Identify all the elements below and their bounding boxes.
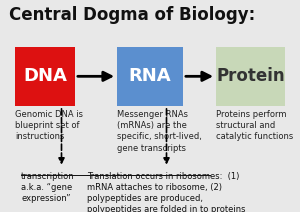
FancyBboxPatch shape [117, 47, 183, 106]
Text: Translation occurs in ribosomes:  (1)
mRNA attaches to ribosome, (2)
polypeptide: Translation occurs in ribosomes: (1) mRN… [87, 172, 245, 212]
Text: Protein: Protein [216, 67, 285, 85]
FancyBboxPatch shape [15, 47, 75, 106]
Text: Proteins perform
structural and
catalytic functions: Proteins perform structural and catalyti… [216, 110, 293, 141]
FancyBboxPatch shape [216, 47, 285, 106]
Text: Genomic DNA is
blueprint set of
instructions: Genomic DNA is blueprint set of instruct… [15, 110, 83, 141]
Text: RNA: RNA [129, 67, 171, 85]
Text: Messenger RNAs
(mRNAs) are the
specific, short-lived,
gene transcripts: Messenger RNAs (mRNAs) are the specific,… [117, 110, 202, 153]
Text: Central Dogma of Biology:: Central Dogma of Biology: [9, 6, 255, 24]
Text: transcription
a.k.a. “gene
expression”: transcription a.k.a. “gene expression” [21, 172, 75, 203]
Text: DNA: DNA [23, 67, 67, 85]
